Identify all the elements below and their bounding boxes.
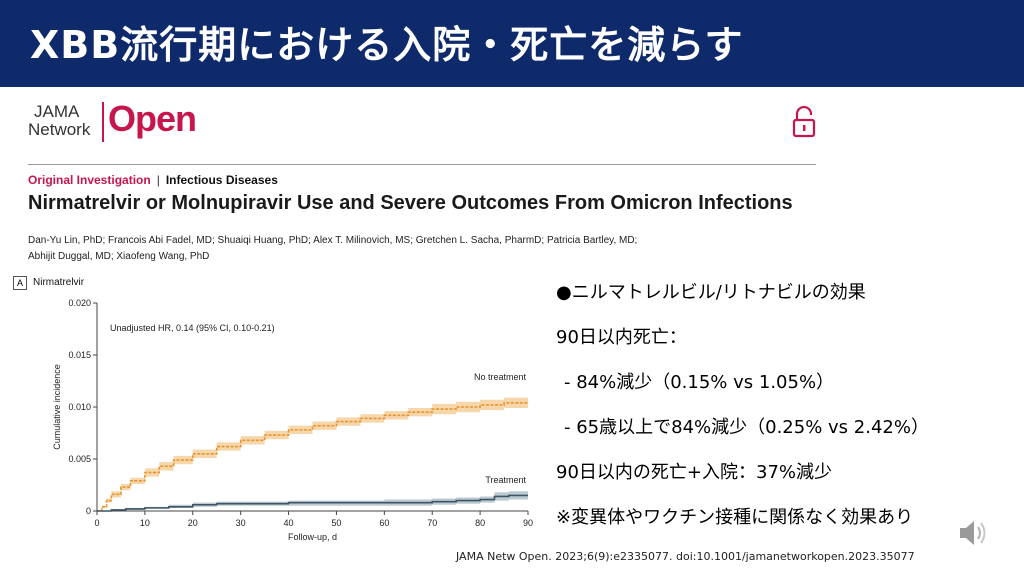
series-label-treatment: Treatment: [485, 475, 526, 485]
x-tick-label: 90: [523, 518, 533, 528]
summary-line-5: 90日以内の死亡+入院：37%減少: [556, 462, 832, 483]
citation: JAMA Netw Open. 2023;6(9):e2335077. doi:…: [456, 550, 915, 563]
x-tick-label: 60: [379, 518, 389, 528]
summary-line-4: - 65歳以上で84%減少（0.25% vs 2.42%）: [564, 417, 929, 438]
ci-band-treatment: [97, 491, 528, 511]
summary-line-2: 90日以内死亡：: [556, 327, 687, 348]
x-tick-label: 0: [94, 518, 99, 528]
x-tick-label: 70: [427, 518, 437, 528]
logo-jama-text: JAMA: [34, 102, 80, 121]
x-tick-label: 30: [236, 518, 246, 528]
x-axis-label: Follow-up, d: [288, 532, 337, 542]
article-category: Infectious Diseases: [165, 173, 278, 187]
logo-network-text: Network: [28, 120, 91, 139]
summary-line-6: ※変異体やワクチン接種に関係なく効果あり: [556, 507, 914, 528]
y-tick-label: 0: [86, 506, 91, 516]
series-line-treatment: [97, 494, 528, 512]
authors-line-1: Dan-Yu Lin, PhD; Francois Abi Fadel, MD;…: [28, 235, 638, 246]
x-tick-label: 20: [188, 518, 198, 528]
article-type: Original Investigation: [28, 173, 151, 187]
logo-divider: [102, 102, 104, 142]
x-tick-label: 10: [140, 518, 150, 528]
article-section: Original Investigation | Infectious Diseas…: [28, 173, 278, 187]
title-bar: XBB流行期における入院・死亡を減らす: [0, 0, 1024, 87]
y-axis-label: Cumulative incidence: [52, 364, 62, 450]
series-label-no-treatment: No treatment: [474, 372, 527, 382]
y-tick-label: 0.010: [68, 402, 91, 412]
article-separator: |: [156, 173, 160, 187]
ci-band-no-treatment: [97, 396, 528, 511]
y-tick-label: 0.020: [68, 298, 91, 308]
y-tick-label: 0.005: [68, 454, 91, 464]
x-tick-label: 50: [331, 518, 341, 528]
panel-title: Nirmatrelvir: [33, 277, 85, 288]
author-list: Dan-Yu Lin, PhD; Francois Abi Fadel, MD;…: [28, 233, 637, 265]
hr-annotation: Unadjusted HR, 0.14 (95% CI, 0.10-0.21): [110, 323, 275, 333]
x-tick-label: 80: [475, 518, 485, 528]
logo-open-text: Open: [108, 98, 197, 139]
slide-title: XBB流行期における入院・死亡を減らす: [30, 23, 744, 67]
series-line-no-treatment: [97, 401, 529, 512]
header-rule: [28, 164, 816, 165]
journal-logo: JAMA Network Open: [28, 98, 228, 144]
article-title: Nirmatrelvir or Molnupiravir Use and Sev…: [28, 192, 793, 214]
speaker-icon[interactable]: [957, 515, 989, 551]
unlock-icon: [792, 106, 816, 138]
authors-line-2: Abhijit Duggal, MD; Xiaofeng Wang, PhD: [28, 251, 210, 262]
summary-panel: ●ニルマトレルビル/リトナビルの効果 90日以内死亡： - 84%減少（0.15…: [556, 278, 929, 548]
panel-label: A: [13, 276, 27, 290]
x-tick-label: 40: [284, 518, 294, 528]
summary-line-1: ●ニルマトレルビル/リトナビルの効果: [556, 282, 866, 303]
y-tick-label: 0.015: [68, 350, 91, 360]
summary-line-3: - 84%減少（0.15% vs 1.05%）: [564, 372, 835, 393]
km-chart: 0 0.005 0.010 0.015 0.020 0 10 20 30 40 50 60 70 80 90…: [52, 298, 533, 542]
